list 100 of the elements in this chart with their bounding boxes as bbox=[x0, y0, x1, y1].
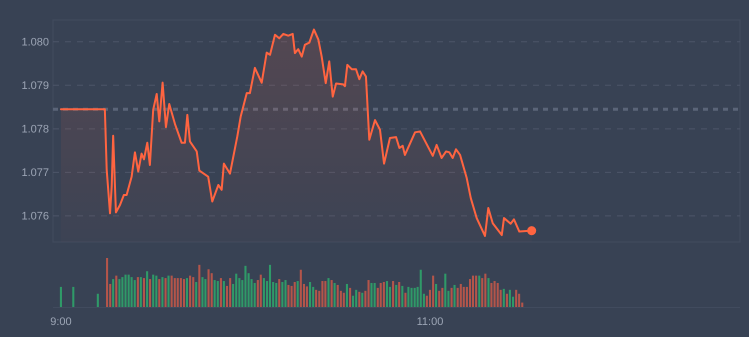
bar bbox=[208, 269, 210, 307]
bar bbox=[167, 276, 170, 307]
bar bbox=[392, 281, 394, 307]
bar bbox=[201, 277, 204, 307]
bar bbox=[134, 280, 136, 307]
bar bbox=[244, 266, 246, 307]
bar bbox=[309, 282, 312, 307]
bar bbox=[115, 276, 118, 307]
x-tick-label: 11:00 bbox=[416, 316, 444, 328]
bar bbox=[106, 258, 108, 307]
bar bbox=[124, 274, 127, 307]
bar bbox=[275, 282, 278, 307]
bar bbox=[361, 292, 364, 307]
bar bbox=[454, 284, 456, 307]
bar bbox=[324, 281, 326, 307]
bar bbox=[118, 279, 120, 307]
bar bbox=[456, 288, 459, 307]
bar bbox=[386, 281, 388, 307]
bar bbox=[346, 284, 348, 307]
bar bbox=[321, 281, 324, 307]
bar bbox=[300, 270, 302, 307]
bar bbox=[121, 277, 124, 307]
bar bbox=[441, 288, 444, 307]
bar bbox=[401, 286, 404, 307]
bar bbox=[358, 292, 360, 307]
bar bbox=[414, 288, 416, 307]
bar bbox=[380, 282, 382, 307]
bar bbox=[478, 276, 480, 307]
bar bbox=[176, 278, 179, 307]
bar bbox=[327, 278, 330, 307]
bar bbox=[146, 271, 148, 307]
bar bbox=[342, 292, 345, 307]
bar bbox=[518, 294, 520, 307]
bar bbox=[180, 278, 182, 307]
bar bbox=[432, 276, 434, 307]
bar bbox=[462, 286, 465, 307]
bar bbox=[334, 282, 336, 307]
bar bbox=[235, 274, 238, 307]
bar bbox=[420, 270, 422, 307]
y-tick-label: 1.076 bbox=[21, 210, 49, 223]
bar bbox=[515, 290, 518, 307]
bar bbox=[407, 286, 410, 307]
bar bbox=[287, 284, 290, 307]
bar bbox=[294, 282, 296, 307]
bar bbox=[281, 282, 284, 307]
bar bbox=[262, 278, 265, 307]
bar bbox=[506, 294, 508, 307]
bar bbox=[484, 274, 486, 307]
bar bbox=[214, 280, 216, 307]
bar bbox=[112, 279, 114, 307]
bar bbox=[198, 264, 200, 307]
bar bbox=[290, 286, 293, 307]
bar bbox=[260, 274, 262, 307]
bar bbox=[174, 278, 176, 307]
bar bbox=[475, 276, 478, 307]
y-tick-label: 1.077 bbox=[21, 167, 49, 180]
bar bbox=[368, 280, 370, 307]
bar bbox=[161, 277, 164, 307]
y-tick-label: 1.080 bbox=[21, 36, 49, 49]
bar bbox=[210, 273, 213, 307]
bar bbox=[152, 274, 154, 307]
bar bbox=[502, 288, 505, 307]
bar bbox=[278, 279, 280, 307]
bar bbox=[182, 279, 186, 307]
bar bbox=[496, 282, 499, 307]
bar bbox=[220, 278, 222, 307]
bar bbox=[395, 284, 398, 307]
bar bbox=[374, 282, 376, 307]
bar bbox=[189, 276, 192, 307]
bar bbox=[382, 282, 385, 307]
bar bbox=[142, 278, 146, 307]
bar bbox=[136, 277, 139, 307]
bar bbox=[195, 282, 198, 307]
bar bbox=[398, 282, 400, 307]
bar bbox=[72, 286, 74, 307]
bar bbox=[349, 288, 352, 307]
bar bbox=[438, 290, 440, 307]
x-tick-label: 9:00 bbox=[50, 316, 72, 328]
bar bbox=[284, 280, 287, 307]
bar bbox=[306, 286, 308, 307]
bar bbox=[158, 279, 160, 307]
y-tick-label: 1.078 bbox=[21, 124, 49, 136]
bar bbox=[140, 277, 142, 307]
bar bbox=[404, 292, 406, 307]
bar bbox=[222, 281, 225, 307]
bar bbox=[487, 278, 490, 307]
bar bbox=[336, 284, 339, 307]
bar bbox=[130, 277, 133, 307]
bar bbox=[170, 276, 173, 307]
bar bbox=[186, 278, 188, 307]
y-tick-label: 1.079 bbox=[21, 80, 49, 92]
bar bbox=[128, 274, 130, 307]
bar bbox=[296, 281, 299, 307]
bar bbox=[460, 284, 462, 307]
bar bbox=[155, 276, 158, 307]
bar bbox=[96, 294, 99, 307]
bar bbox=[435, 284, 438, 307]
bar bbox=[450, 288, 453, 307]
bar bbox=[60, 286, 62, 307]
bar bbox=[355, 290, 358, 307]
